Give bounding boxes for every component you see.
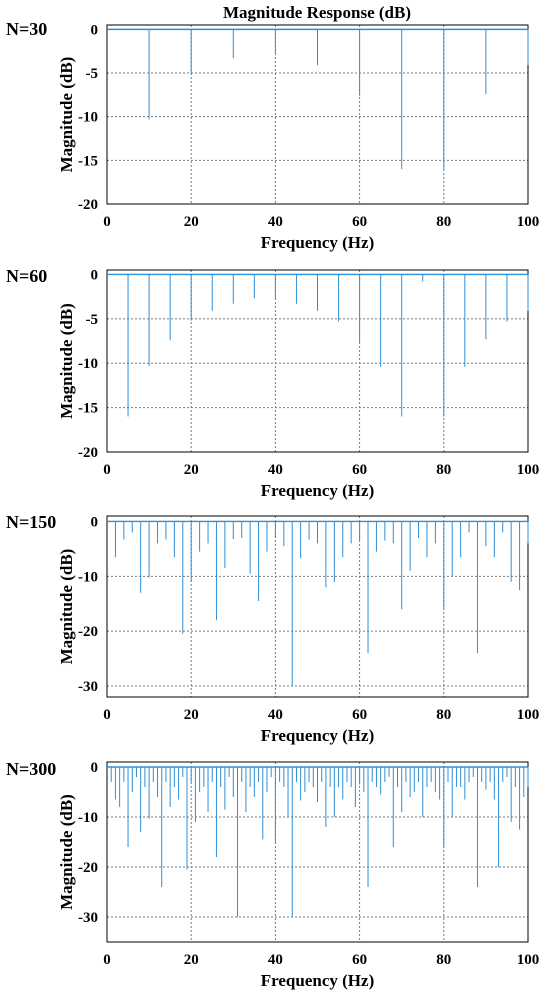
x-axis-label: Frequency (Hz) — [261, 971, 374, 990]
y-tick-label: -10 — [78, 810, 98, 826]
x-tick-label: 100 — [517, 952, 540, 968]
x-tick-label: 40 — [268, 462, 283, 478]
y-tick-label: -15 — [78, 153, 98, 169]
stem-series — [148, 29, 529, 170]
axes-box — [106, 761, 529, 943]
x-tick-label: 60 — [352, 214, 367, 230]
y-tick-label: -10 — [78, 356, 98, 372]
x-tick-label: 60 — [352, 952, 367, 968]
y-tick-label: -5 — [86, 312, 99, 328]
axes-box — [106, 269, 529, 453]
y-tick-label: -30 — [78, 679, 98, 695]
y-axis-label: Magnitude (dB) — [57, 549, 76, 665]
y-tick-label: 0 — [91, 267, 99, 283]
chart-panel-2: 0 -5 -10 -15 -20 0 20 40 60 80 100 Frequency (Hz) Ma… — [6, 266, 539, 500]
axes-box — [106, 515, 529, 698]
x-tick-label: 60 — [352, 462, 367, 478]
y-axis-label: Magnitude (dB) — [57, 303, 76, 419]
y-tick-label: 0 — [91, 760, 99, 776]
chart-panels: 0 -5 -10 -15 -20 0 20 40 60 80 100 Frequency (Hz) Ma… — [6, 19, 539, 990]
stem-series — [114, 521, 529, 687]
y-axis-label: Magnitude (dB) — [57, 794, 76, 910]
y-tick-label: -20 — [78, 624, 98, 640]
x-axis-label: Frequency (Hz) — [261, 726, 374, 745]
chart-panel-1: 0 -5 -10 -15 -20 0 20 40 60 80 100 Frequency (Hz) Ma… — [6, 19, 539, 252]
x-tick-label: 20 — [184, 707, 199, 723]
x-tick-label: 80 — [436, 952, 451, 968]
x-tick-label: 20 — [184, 214, 199, 230]
y-tick-label: -15 — [78, 401, 98, 417]
figure-title: Magnitude Response (dB) — [223, 3, 411, 22]
x-tick-label: 80 — [436, 462, 451, 478]
y-tick-label: -20 — [78, 197, 98, 213]
x-tick-label: 40 — [268, 214, 283, 230]
chart-panel-4: 0 -10 -20 -30 0 20 40 60 80 100 Frequency (Hz) Magn… — [6, 759, 539, 990]
x-tick-label: 0 — [103, 214, 111, 230]
x-tick-label: 80 — [436, 707, 451, 723]
x-tick-label: 80 — [436, 214, 451, 230]
y-tick-label: -10 — [78, 110, 98, 126]
panel-label: N=300 — [6, 759, 56, 779]
y-tick-label: 0 — [91, 514, 99, 530]
y-axis-label: Magnitude (dB) — [57, 57, 76, 173]
panel-label: N=60 — [6, 266, 47, 286]
stem-series — [110, 767, 529, 917]
x-tick-label: 100 — [517, 214, 540, 230]
panel-label: N=150 — [6, 512, 56, 532]
stem-series — [127, 274, 529, 417]
y-tick-label: -5 — [86, 66, 99, 82]
x-tick-label: 20 — [184, 462, 199, 478]
x-axis-label: Frequency (Hz) — [261, 481, 374, 500]
x-tick-label: 0 — [103, 462, 111, 478]
x-tick-label: 40 — [268, 952, 283, 968]
y-tick-label: -30 — [78, 910, 98, 926]
x-tick-label: 0 — [103, 952, 111, 968]
x-tick-label: 40 — [268, 707, 283, 723]
y-tick-label: -20 — [78, 445, 98, 461]
y-tick-label: -20 — [78, 860, 98, 876]
x-tick-label: 100 — [517, 462, 540, 478]
x-tick-label: 20 — [184, 952, 199, 968]
chart-panel-3: 0 -10 -20 -30 0 20 40 60 80 100 Frequency (Hz) Magn… — [6, 512, 539, 745]
panel-label: N=30 — [6, 19, 47, 39]
x-tick-label: 100 — [517, 707, 540, 723]
axes-box — [106, 24, 529, 205]
y-tick-label: -10 — [78, 569, 98, 585]
x-tick-label: 0 — [103, 707, 111, 723]
x-axis-label: Frequency (Hz) — [261, 233, 374, 252]
x-tick-label: 60 — [352, 707, 367, 723]
y-tick-label: 0 — [91, 22, 99, 38]
